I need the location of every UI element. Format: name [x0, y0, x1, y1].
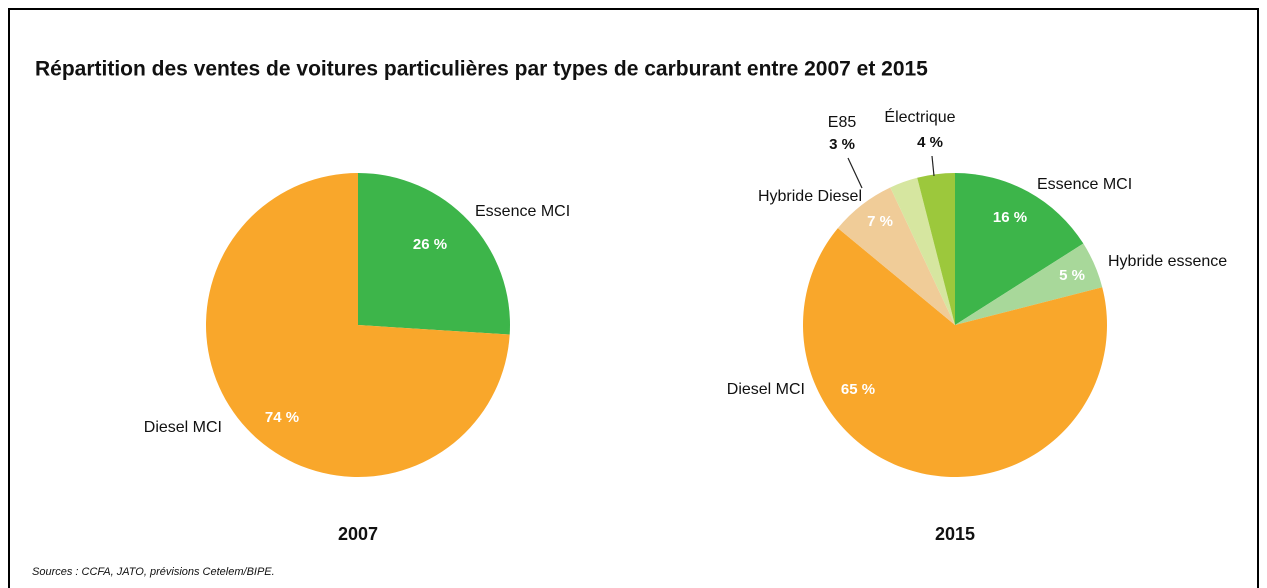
- pie-slice: [837, 187, 955, 325]
- value-label: 65 %: [841, 381, 875, 398]
- slice-label: Diesel MCI: [727, 381, 805, 398]
- slice-label: Électrique: [884, 107, 955, 126]
- value-label: 4 %: [917, 134, 943, 151]
- slice-label: Hybride essence: [1108, 253, 1227, 270]
- slice-label: Essence MCI: [1037, 176, 1132, 193]
- value-label: 74 %: [265, 409, 299, 426]
- value-label: 7 %: [867, 213, 893, 230]
- slice-label: Diesel MCI: [144, 419, 222, 436]
- slice-label: E85: [828, 114, 857, 131]
- pie-slice: [802, 228, 1107, 478]
- slice-label: Hybride Diesel: [758, 188, 862, 205]
- frame: [8, 8, 1259, 588]
- pie-slice: [890, 177, 955, 325]
- source: Sources : CCFA, JATO, prévisions Cetelem…: [32, 566, 275, 578]
- value-label: 3 %: [829, 136, 855, 153]
- leader-line: [847, 157, 863, 189]
- pie-slice: [206, 173, 510, 477]
- chart-title: Répartition des ventes de voitures parti…: [35, 58, 928, 81]
- pie-slice: [358, 173, 510, 335]
- value-label: 5 %: [1059, 267, 1085, 284]
- pie-slice: [955, 173, 1084, 325]
- pie-year: 2015: [935, 524, 975, 544]
- value-label: 26 %: [413, 236, 447, 253]
- slice-label: Essence MCI: [475, 203, 570, 220]
- pie-slice: [917, 173, 955, 325]
- pie-year: 2007: [338, 524, 378, 544]
- leader-line: [931, 155, 935, 177]
- pie-slice: [955, 243, 1103, 325]
- value-label: 16 %: [993, 209, 1027, 226]
